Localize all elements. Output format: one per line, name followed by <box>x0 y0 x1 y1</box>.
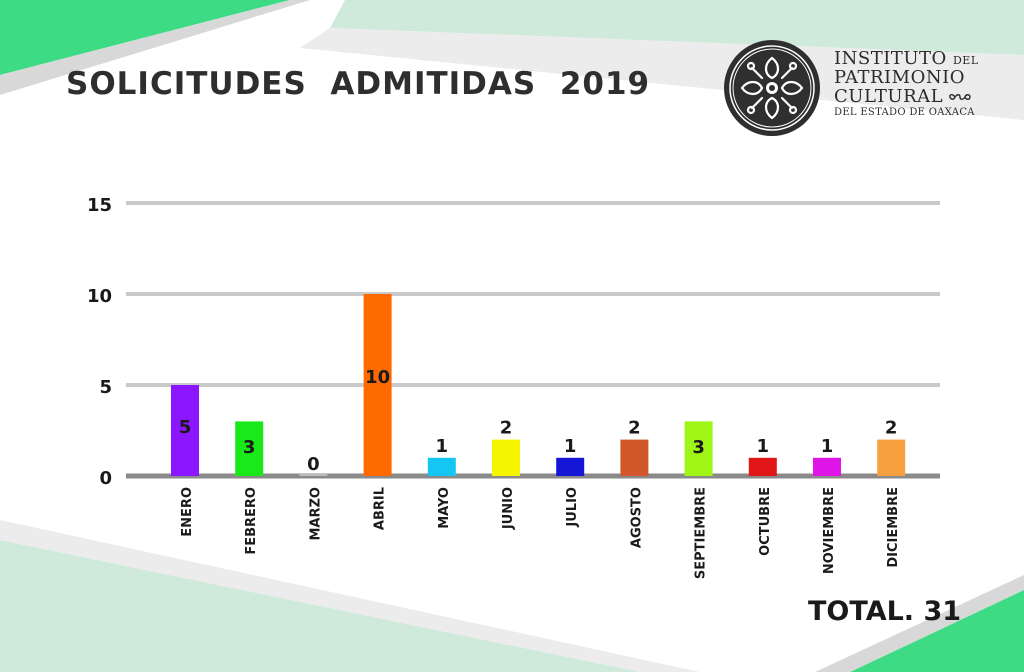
x-tick-label-agosto: AGOSTO <box>629 487 644 548</box>
x-tick-label-noviembre: NOVIEMBRE <box>822 487 837 574</box>
y-tick-label-0: 0 <box>99 468 112 489</box>
logo-word-instituto: INSTITUTO <box>834 48 947 69</box>
total-label: TOTAL. 31 <box>808 596 962 627</box>
institute-logo-text: INSTITUTO DEL PATRIMONIO CULTURAL DEL ES… <box>834 50 1014 118</box>
chart-data-labels: 5 3 0 10 1 2 1 2 3 1 1 2 <box>179 367 898 475</box>
logo-line-institute: INSTITUTO DEL <box>834 50 1014 68</box>
bar-mayo <box>427 457 456 476</box>
y-tick-label-5: 5 <box>99 377 112 398</box>
infinity-icon <box>949 94 972 100</box>
logo-word-patrimonio: PATRIMONIO <box>834 67 965 88</box>
data-label-junio: 2 <box>500 418 513 439</box>
x-tick-label-mayo: MAYO <box>437 487 452 529</box>
data-label-julio: 1 <box>564 436 577 457</box>
bar-febrero <box>235 421 264 476</box>
bar-enero <box>171 385 199 476</box>
bar-junio <box>492 439 520 476</box>
logo-subtitle: DEL ESTADO DE OAXACA <box>834 107 975 118</box>
bar-agosto <box>620 439 649 476</box>
x-tick-label-junio: JUNIO <box>501 487 516 530</box>
data-label-abril: 10 <box>365 367 390 388</box>
y-tick-label-10: 10 <box>87 286 112 307</box>
bar-abril <box>363 294 392 476</box>
x-tick-label-enero: ENERO <box>180 487 195 537</box>
data-label-enero: 5 <box>179 417 192 438</box>
data-label-octubre: 1 <box>757 436 770 457</box>
x-tick-label-marzo: MARZO <box>308 487 323 541</box>
data-label-noviembre: 1 <box>821 436 834 457</box>
x-tick-label-abril: ABRIL <box>373 487 388 530</box>
bar-diciembre <box>877 439 906 476</box>
logo-word-cultural: CULTURAL <box>834 86 944 107</box>
data-label-mayo: 1 <box>436 436 449 457</box>
y-tick-label-15: 15 <box>87 195 112 216</box>
chart-x-tick-labels: ENERO FEBRERO MARZO ABRIL MAYO JUNIO JULIO AGOS… <box>180 487 901 579</box>
data-label-septiembre: 3 <box>692 437 705 458</box>
x-tick-label-febrero: FEBRERO <box>244 487 259 555</box>
bar-octubre <box>748 457 777 476</box>
x-tick-label-julio: JULIO <box>565 487 580 528</box>
x-tick-label-septiembre: SEPTIEMBRE <box>694 487 709 579</box>
logo-line-cultural: CULTURAL <box>834 88 1014 106</box>
page-title: SOLICITUDES ADMITIDAS 2019 <box>66 66 651 102</box>
x-tick-label-octubre: OCTUBRE <box>758 487 773 556</box>
bar-septiembre <box>684 421 713 476</box>
data-label-febrero: 3 <box>243 437 256 458</box>
chart-bars <box>171 294 906 476</box>
flower-emblem-icon <box>724 40 820 136</box>
logo-word-del: DEL <box>952 54 979 67</box>
bar-marzo <box>299 474 328 476</box>
data-label-diciembre: 2 <box>885 418 898 439</box>
bar-julio <box>556 457 585 476</box>
bar-noviembre <box>813 457 841 476</box>
data-label-marzo: 0 <box>307 454 320 475</box>
data-label-agosto: 2 <box>628 418 641 439</box>
x-tick-label-diciembre: DICIEMBRE <box>886 487 901 568</box>
